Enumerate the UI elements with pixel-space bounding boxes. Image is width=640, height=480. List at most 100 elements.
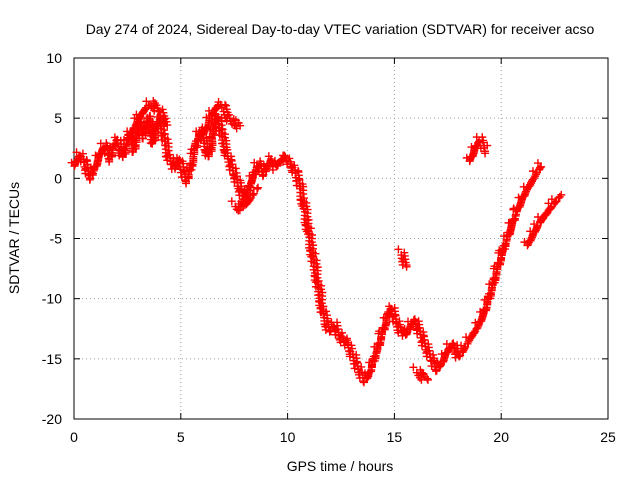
data-point — [471, 141, 480, 150]
data-point — [237, 197, 246, 206]
data-point — [522, 187, 531, 196]
x-tick-label: 0 — [70, 429, 78, 445]
data-segment — [123, 97, 172, 139]
data-point — [460, 344, 469, 353]
data-point — [418, 336, 427, 345]
data-point — [528, 175, 537, 184]
data-segment — [227, 183, 262, 215]
data-point — [158, 131, 167, 140]
data-point — [161, 117, 170, 126]
data-point — [110, 133, 119, 142]
data-point — [552, 197, 561, 206]
data-point — [533, 168, 542, 177]
data-point — [413, 324, 422, 333]
chart-title: Day 274 of 2024, Sidereal Day-to-day VTE… — [86, 21, 595, 37]
x-tick-label: 10 — [280, 429, 296, 445]
data-point — [138, 134, 147, 143]
data-point — [316, 303, 325, 312]
data-point — [235, 206, 244, 215]
data-point — [351, 359, 360, 368]
data-point — [125, 134, 134, 143]
data-point — [360, 378, 369, 387]
data-point — [522, 185, 531, 194]
data-point — [212, 104, 221, 113]
data-point — [284, 157, 293, 166]
data-point — [227, 197, 236, 206]
data-point — [475, 137, 484, 146]
data-point — [394, 245, 403, 254]
y-tick-label: 5 — [54, 110, 62, 126]
data-point — [244, 181, 253, 190]
data-point — [249, 168, 258, 177]
y-tick-label: -20 — [42, 411, 62, 427]
data-point — [90, 162, 99, 171]
data-point — [523, 183, 532, 192]
y-tick-label: -5 — [50, 231, 63, 247]
data-point — [494, 258, 503, 267]
data-point — [403, 327, 412, 336]
data-point — [480, 305, 489, 314]
data-point — [268, 165, 277, 174]
data-point — [419, 369, 428, 378]
data-point — [442, 348, 450, 357]
data-point — [306, 224, 315, 233]
data-point — [537, 162, 546, 171]
data-point — [259, 170, 268, 179]
data-point — [100, 144, 109, 153]
data-point — [148, 138, 157, 147]
data-point — [144, 122, 153, 131]
data-point — [315, 296, 324, 305]
data-point — [273, 161, 282, 170]
data-point — [532, 170, 541, 179]
data-segment — [409, 363, 432, 384]
data-point — [499, 241, 508, 250]
data-point — [336, 331, 345, 340]
data-point — [199, 129, 208, 138]
data-point — [273, 162, 282, 171]
data-point — [163, 135, 172, 144]
data-point — [129, 146, 138, 155]
data-point — [374, 339, 383, 348]
data-point — [143, 113, 152, 122]
x-axis-label: GPS time / hours — [287, 458, 394, 474]
data-point — [202, 123, 211, 132]
data-segment — [195, 98, 245, 139]
data-point — [311, 278, 320, 287]
data-point — [226, 161, 235, 170]
x-tick-label: 25 — [600, 429, 616, 445]
data-point — [536, 163, 545, 172]
data-point — [385, 302, 394, 311]
data-point — [489, 274, 498, 283]
data-point — [245, 195, 254, 204]
y-tick-label: 0 — [54, 170, 62, 186]
data-point — [394, 322, 403, 331]
data-point — [255, 162, 264, 171]
y-axis-label: SDTVAR / TECUs — [6, 182, 22, 294]
data-point — [142, 97, 151, 106]
data-point — [129, 123, 138, 132]
data-point — [331, 325, 340, 334]
data-point — [299, 189, 308, 198]
data-point — [204, 148, 213, 157]
data-point — [423, 375, 432, 384]
y-tick-label: 10 — [46, 50, 62, 66]
data-point — [470, 328, 479, 337]
data-point — [509, 215, 518, 224]
data-point — [322, 320, 331, 329]
data-point — [230, 173, 239, 182]
data-point — [184, 170, 193, 179]
data-point — [105, 155, 114, 164]
data-point — [346, 347, 355, 356]
y-tick-label: -15 — [42, 351, 62, 367]
data-point — [485, 289, 494, 298]
data-point — [164, 146, 173, 155]
data-point — [311, 249, 320, 258]
data-point — [297, 195, 306, 204]
data-point — [365, 368, 374, 377]
data-point — [253, 183, 262, 192]
data-point — [139, 106, 148, 115]
data-point — [172, 153, 181, 162]
data-point — [481, 149, 490, 158]
data-point — [306, 246, 315, 255]
